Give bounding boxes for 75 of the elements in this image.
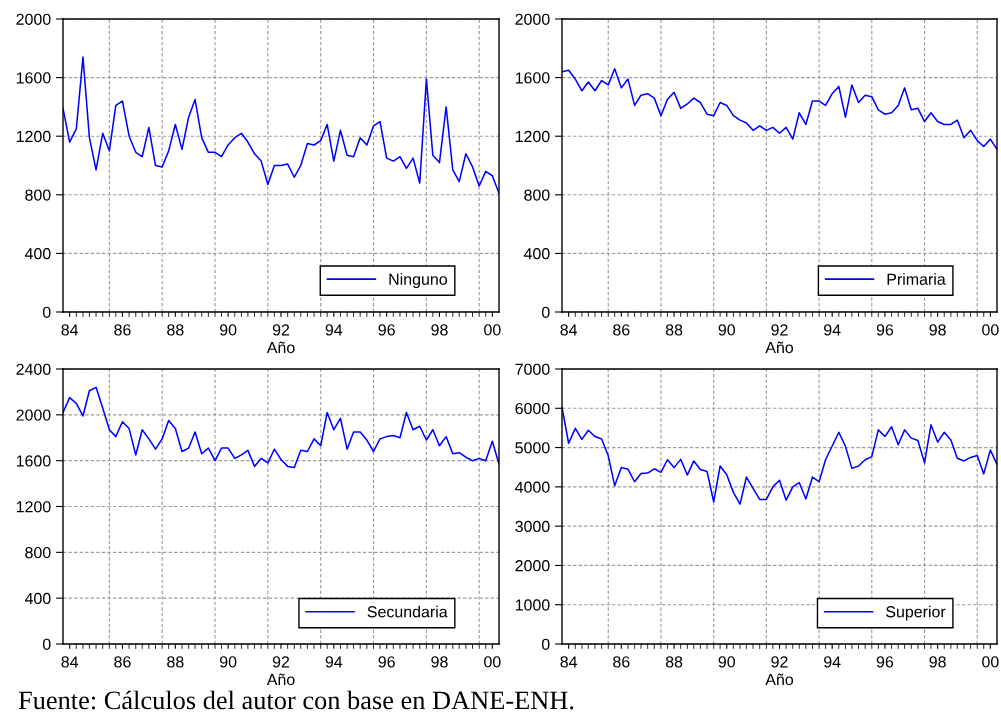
y-tick-label: 400 xyxy=(24,592,51,605)
line-series xyxy=(63,56,499,195)
y-tick-label: 2000 xyxy=(16,13,51,25)
x-tick-label: 98 xyxy=(929,324,946,336)
x-tick-label: 92 xyxy=(272,324,290,336)
y-tick-label: 1600 xyxy=(515,72,550,84)
x-tick-label: 98 xyxy=(431,324,448,336)
y-tick-label: 1000 xyxy=(515,599,550,611)
y-tick-label: 800 xyxy=(524,189,550,201)
x-tick-label: 88 xyxy=(665,324,683,336)
x-tick-label: 00 xyxy=(484,656,501,668)
legend-label: Primaria xyxy=(887,273,946,285)
x-tick-label: 88 xyxy=(665,656,683,668)
y-tick-label: 0 xyxy=(42,306,51,318)
x-tick-label: 86 xyxy=(114,324,131,336)
y-tick-label: 0 xyxy=(42,638,51,650)
x-axis-title: Año xyxy=(266,341,295,354)
y-tick-label: 800 xyxy=(25,546,51,559)
x-axis-title: Año xyxy=(765,673,794,686)
x-tick-label: 96 xyxy=(876,656,894,668)
y-tick-label: 0 xyxy=(541,638,550,650)
y-tick-label: 2000 xyxy=(16,409,51,421)
x-tick-label: 86 xyxy=(613,324,630,336)
x-tick-label: 98 xyxy=(929,656,946,668)
y-tick-label: 3000 xyxy=(515,520,550,533)
x-tick-label: 88 xyxy=(167,656,184,668)
x-tick-label: 84 xyxy=(61,656,79,668)
y-tick-label: 0 xyxy=(541,306,550,318)
x-tick-label: 90 xyxy=(219,324,237,336)
line-series xyxy=(562,68,997,151)
y-tick-label: 800 xyxy=(25,189,51,201)
y-tick-label: 1200 xyxy=(16,130,51,143)
y-tick-label: 1200 xyxy=(515,130,550,143)
y-tick-label: 6000 xyxy=(515,402,550,415)
y-tick-label: 1600 xyxy=(16,72,51,84)
x-tick-label: 92 xyxy=(771,324,788,336)
x-tick-label: 86 xyxy=(613,656,630,668)
y-tick-label: 7000 xyxy=(515,363,550,375)
legend-label: Superior xyxy=(886,605,946,621)
y-tick-label: 4000 xyxy=(515,481,550,493)
x-tick-label: 86 xyxy=(114,656,131,668)
y-tick-label: 2000 xyxy=(515,560,550,572)
x-tick-label: 96 xyxy=(876,324,894,336)
x-tick-label: 00 xyxy=(982,324,999,336)
x-tick-label: 84 xyxy=(61,324,79,336)
x-tick-label: 92 xyxy=(272,656,290,668)
x-tick-label: 84 xyxy=(560,656,578,668)
y-tick-label: 1200 xyxy=(16,501,51,513)
y-tick-label: 2400 xyxy=(16,363,51,375)
legend-label: Ninguno xyxy=(389,273,447,289)
y-tick-label: 2000 xyxy=(515,13,550,25)
x-axis-title: Año xyxy=(765,341,794,354)
x-tick-label: 92 xyxy=(771,656,788,668)
y-tick-label: 5000 xyxy=(515,442,550,454)
x-tick-label: 90 xyxy=(219,656,237,668)
x-tick-label: 96 xyxy=(378,656,395,668)
legend-label: Secundaria xyxy=(367,605,448,618)
x-tick-label: 96 xyxy=(378,324,395,336)
x-tick-label: 94 xyxy=(325,324,343,336)
x-tick-label: 00 xyxy=(982,656,999,668)
x-tick-label: 00 xyxy=(484,324,501,336)
x-tick-label: 88 xyxy=(167,324,184,336)
source-note: Fuente: Cálculos del autor con base en DANE-ENH. xyxy=(18,690,574,710)
x-tick-label: 84 xyxy=(560,324,578,336)
x-tick-label: 94 xyxy=(824,656,841,668)
line-series xyxy=(63,386,499,469)
y-tick-label: 400 xyxy=(523,248,550,260)
x-tick-label: 98 xyxy=(431,656,448,668)
x-tick-label: 94 xyxy=(824,324,841,336)
y-tick-label: 400 xyxy=(24,248,51,260)
x-tick-label: 94 xyxy=(325,656,343,668)
x-tick-label: 90 xyxy=(718,324,736,336)
y-tick-label: 1600 xyxy=(16,455,51,467)
x-tick-label: 90 xyxy=(718,656,736,668)
x-axis-title: Año xyxy=(266,673,295,686)
